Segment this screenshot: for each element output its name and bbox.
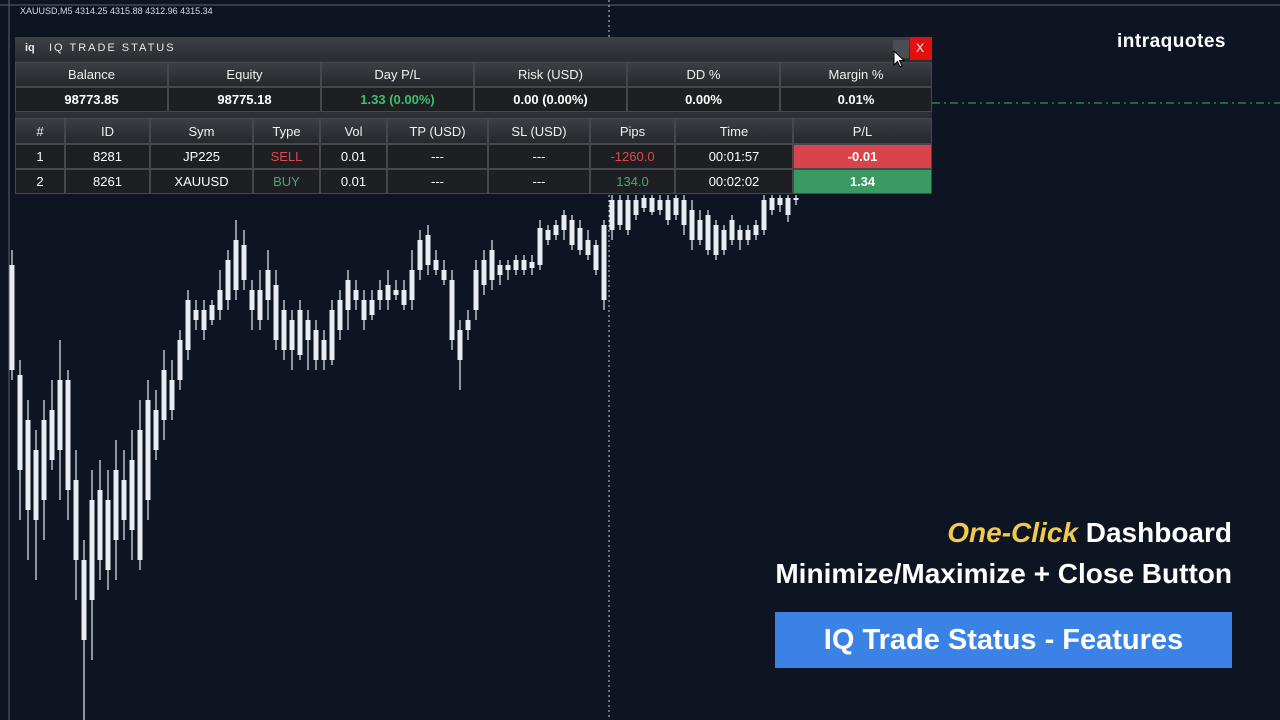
caption-line: One-Click Dashboard [947, 517, 1232, 549]
close-button[interactable]: X [910, 37, 932, 60]
summary-column-header: Day P/L [321, 62, 474, 87]
summary-column-header: DD % [627, 62, 780, 87]
summary-value: 0.00 (0.00%) [474, 87, 627, 112]
trade-cell: 0.01 [320, 144, 387, 169]
summary-value: 98773.85 [15, 87, 168, 112]
trade-cell: --- [387, 169, 488, 194]
summary-value: 0.01% [780, 87, 932, 112]
trades-column-header: TP (USD) [387, 118, 488, 144]
summary-column-header: Balance [15, 62, 168, 87]
trade-cell: 00:01:57 [675, 144, 793, 169]
title-bar[interactable]: iq IQ TRADE STATUS X [15, 37, 932, 60]
trades-column-header: Type [253, 118, 320, 144]
trades-column-header: P/L [793, 118, 932, 144]
caption-highlight: One-Click [947, 517, 1078, 548]
trade-cell: 1 [15, 144, 65, 169]
summary-value: 98775.18 [168, 87, 321, 112]
trade-cell: 00:02:02 [675, 169, 793, 194]
trade-cell: JP225 [150, 144, 253, 169]
trade-cell: 2 [15, 169, 65, 194]
trade-cell: --- [387, 144, 488, 169]
trades-column-header: Pips [590, 118, 675, 144]
trades-column-header: # [15, 118, 65, 144]
trade-row: 2 8261 XAUUSD BUY 0.01 --- --- 134.0 00:02:02 1.3… [15, 169, 932, 194]
brand: intraquotes [1117, 31, 1226, 52]
candle-bodies [9, 198, 799, 640]
caption-line: Minimize/Maximize + Close Button [775, 558, 1232, 589]
summary-column-header: Equity [168, 62, 321, 87]
summary-header: Balance Equity Day P/L Risk (USD) DD % Margin… [15, 62, 932, 87]
trade-cell: 1.34 [793, 169, 932, 194]
trade-cell: 134.0 [590, 169, 675, 194]
caption-text: Dashboard [1085, 517, 1232, 548]
trade-cell: --- [488, 144, 590, 169]
trades-body: 1 8281 JP225 SELL 0.01 --- --- -1260.0 00:01:57-… [15, 144, 932, 194]
symbol-info: XAUUSD,M5 4314.25 4315.88 4312.96 4315.3… [20, 6, 213, 16]
trade-cell: 8261 [65, 169, 150, 194]
trade-cell: 0.01 [320, 169, 387, 194]
trade-cell: -0.01 [793, 144, 932, 169]
trades-column-header: SL (USD) [488, 118, 590, 144]
trade-cell: SELL [253, 144, 320, 169]
summary-values: 98773.85 98775.18 1.33 (0.00%) 0.00 (0.00%)… [15, 87, 932, 112]
trade-cell: --- [488, 169, 590, 194]
summary-value: 0.00% [627, 87, 780, 112]
trades-header: # ID Sym Type Vol TP (USD) SL (USD) Pips Time P/L [15, 118, 932, 144]
summary-column-header: Risk (USD) [474, 62, 627, 87]
banner: IQ Trade Status - Features [775, 612, 1232, 668]
trades-column-header: Time [675, 118, 793, 144]
trades-column-header: Vol [320, 118, 387, 144]
trades-column-header: ID [65, 118, 150, 144]
trade-cell: XAUUSD [150, 169, 253, 194]
mouse-cursor [893, 50, 906, 68]
trade-cell: 8281 [65, 144, 150, 169]
summary-value: 1.33 (0.00%) [321, 87, 474, 112]
trade-status-panel: iq IQ TRADE STATUS X Balance Equity Day P/… [15, 37, 932, 194]
trade-cell: -1260.0 [590, 144, 675, 169]
panel-title: IQ TRADE STATUS [49, 42, 176, 54]
trade-row: 1 8281 JP225 SELL 0.01 --- --- -1260.0 00:01:57-… [15, 144, 932, 169]
trades-column-header: Sym [150, 118, 253, 144]
summary-column-header: Margin % [780, 62, 932, 87]
trade-cell: BUY [253, 169, 320, 194]
candle-wicks [11, 195, 797, 720]
logo: iq [25, 42, 35, 54]
